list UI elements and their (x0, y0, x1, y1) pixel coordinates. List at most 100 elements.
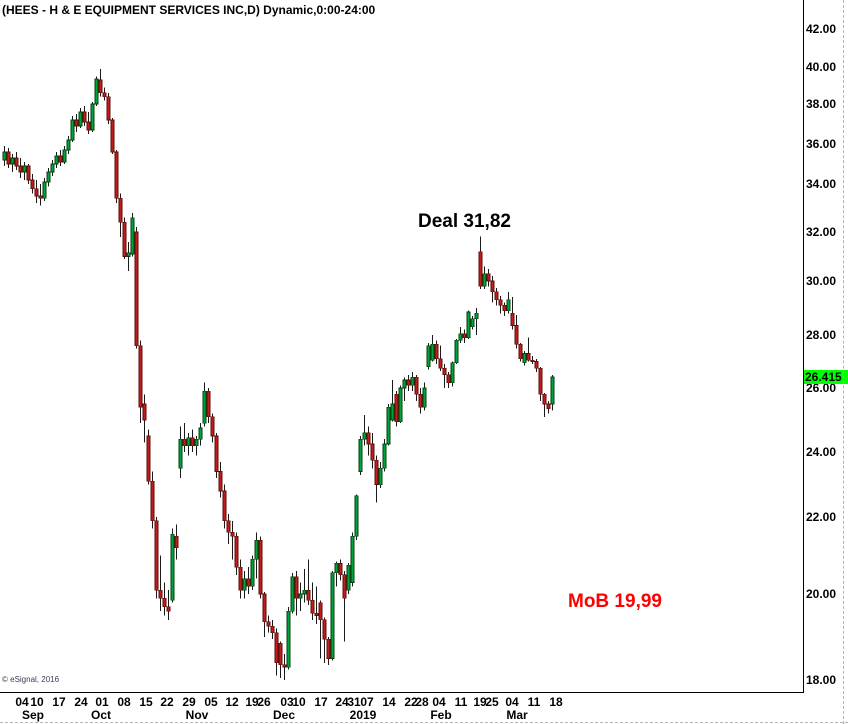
candle (126, 252, 131, 257)
candle (86, 121, 91, 131)
candle (94, 78, 99, 105)
candle (130, 217, 135, 255)
candle (26, 165, 31, 181)
candle (154, 520, 159, 591)
candle (246, 578, 251, 587)
candle (322, 619, 327, 640)
candle (118, 198, 123, 223)
date-axis-day-label: 10 (30, 695, 44, 709)
candle (546, 403, 551, 410)
candle (194, 438, 199, 446)
candle (182, 438, 187, 446)
candle (190, 437, 195, 446)
candle (22, 165, 27, 173)
date-axis-day-label: 17 (314, 695, 328, 709)
candle (374, 459, 379, 485)
candle (418, 394, 423, 408)
candle (286, 610, 291, 668)
candle (170, 533, 175, 601)
candle (538, 367, 543, 395)
date-axis-day-label: 29 (182, 695, 196, 709)
candle (542, 394, 547, 405)
candle (54, 155, 59, 165)
candle (478, 251, 483, 287)
candle (358, 438, 363, 472)
esignal-watermark: © eSignal, 2016 (2, 675, 60, 684)
date-axis-day-label: 28 (415, 695, 429, 709)
candle (14, 157, 19, 167)
candle (314, 613, 319, 616)
candle (482, 273, 487, 287)
candle (162, 597, 167, 608)
candle (534, 361, 539, 369)
candle (450, 362, 455, 383)
date-axis-month-label: Sep (21, 708, 45, 722)
candle (50, 163, 55, 173)
candle (434, 343, 439, 360)
candle (382, 443, 387, 469)
candle (46, 171, 51, 183)
date-axis-day-label: 26 (257, 695, 271, 709)
candle (466, 311, 471, 338)
candle (102, 92, 107, 97)
candle (530, 359, 535, 362)
date-axis-day-label: 01 (95, 695, 109, 709)
candle (334, 562, 339, 574)
date-axis-month-label: Feb (430, 708, 452, 722)
date-axis-day-label: 04 (505, 695, 519, 709)
candle (106, 96, 111, 121)
date-axis-day-label: 07 (360, 695, 374, 709)
candle (282, 664, 287, 668)
candle (390, 403, 395, 421)
candle (150, 480, 155, 522)
candle (198, 427, 203, 440)
candle (302, 589, 307, 595)
deal-annotation: Deal 31,82 (418, 211, 511, 232)
mob-annotation: MoB 19,99 (568, 591, 662, 612)
price-axis-label: 28.00 (806, 328, 837, 342)
candle (142, 403, 147, 421)
candle (110, 119, 115, 153)
candle (202, 390, 207, 424)
date-axis-day-label: 14 (382, 695, 396, 709)
date-axis-line (0, 692, 804, 693)
date-axis-day-label: 17 (52, 695, 66, 709)
candle (258, 539, 263, 595)
price-axis-line (803, 0, 804, 692)
candle (98, 79, 103, 94)
date-axis-day-label: 24 (74, 695, 88, 709)
candle (350, 535, 355, 583)
date-axis-day-label: 11 (527, 695, 541, 709)
pane-divider-vertical (843, 0, 844, 724)
candle (114, 151, 119, 199)
last-price-tag: 26.415 (804, 370, 848, 384)
candle (10, 157, 15, 165)
candle (222, 490, 227, 522)
date-axis-day-label: 12 (225, 695, 239, 709)
candle (458, 333, 463, 341)
candle (370, 443, 375, 461)
candle (42, 181, 47, 199)
candle (354, 495, 359, 537)
candle (550, 376, 555, 405)
date-axis-day-label: 22 (160, 695, 174, 709)
candle (490, 280, 495, 293)
candle (306, 589, 311, 601)
candle (414, 377, 419, 395)
candle (66, 139, 71, 151)
candle (250, 559, 255, 587)
date-axis-day-label: 19 (473, 695, 487, 709)
candle (290, 576, 295, 612)
date-axis-day-label: 31 (347, 695, 361, 709)
candle (498, 299, 503, 306)
candle (494, 291, 499, 301)
candle (242, 578, 247, 591)
candle (74, 119, 79, 127)
candle (206, 390, 211, 418)
candle (138, 345, 143, 408)
price-axis-label: 40.00 (806, 60, 837, 74)
candle (442, 367, 447, 376)
candle (174, 535, 179, 549)
date-axis-day-label: 04 (432, 695, 446, 709)
